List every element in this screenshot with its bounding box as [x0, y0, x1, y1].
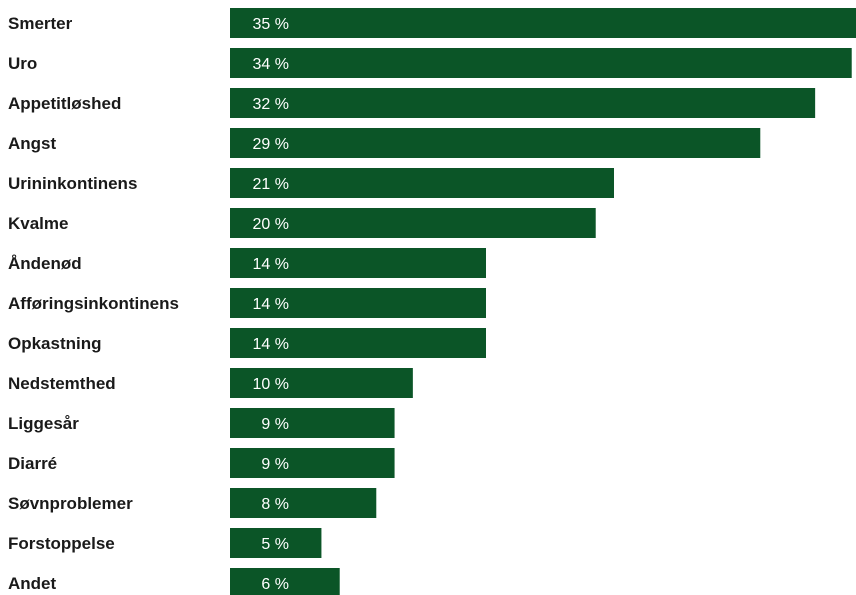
bar-value-label: 6 % — [261, 576, 289, 593]
bar — [230, 448, 395, 478]
bar-value-label: 8 % — [261, 496, 289, 513]
bar-value-label: 10 % — [253, 376, 289, 393]
bar-value-label: 34 % — [253, 56, 289, 73]
bar — [230, 88, 816, 118]
category-label: Nedstemthed — [8, 374, 116, 393]
bar — [230, 288, 486, 318]
category-label: Andet — [8, 574, 57, 593]
bar — [230, 248, 486, 278]
bar-value-label: 32 % — [253, 96, 289, 113]
category-label: Liggesår — [8, 414, 79, 433]
category-label: Kvalme — [8, 214, 68, 233]
bar — [230, 488, 377, 518]
bar-value-label: 14 % — [253, 336, 289, 353]
bar — [230, 208, 596, 238]
bar-value-label: 14 % — [253, 256, 289, 273]
category-label: Opkastning — [8, 334, 102, 353]
bar-value-label: 20 % — [253, 216, 289, 233]
bar — [230, 328, 486, 358]
bar-value-label: 14 % — [253, 296, 289, 313]
bar — [230, 128, 761, 158]
bar — [230, 168, 614, 198]
category-label: Åndenød — [8, 254, 82, 273]
category-label: Afføringsinkontinens — [8, 294, 179, 313]
bar — [230, 48, 852, 78]
bar — [230, 568, 340, 595]
category-label: Diarré — [8, 454, 57, 473]
category-label: Uro — [8, 54, 37, 73]
category-label: Angst — [8, 134, 57, 153]
bar-value-label: 29 % — [253, 136, 289, 153]
bar-value-label: 9 % — [261, 416, 289, 433]
bar — [230, 528, 322, 558]
category-label: Søvnproblemer — [8, 494, 133, 513]
category-label: Appetitløshed — [8, 94, 121, 113]
bar — [230, 368, 413, 398]
bar — [230, 8, 856, 38]
bar — [230, 408, 395, 438]
bar-value-label: 5 % — [261, 536, 289, 553]
category-label: Forstoppelse — [8, 534, 115, 553]
bar-value-label: 9 % — [261, 456, 289, 473]
category-label: Smerter — [8, 14, 73, 33]
bar-value-label: 21 % — [253, 176, 289, 193]
category-label: Urininkontinens — [8, 174, 137, 193]
bar-value-label: 35 % — [253, 16, 289, 33]
